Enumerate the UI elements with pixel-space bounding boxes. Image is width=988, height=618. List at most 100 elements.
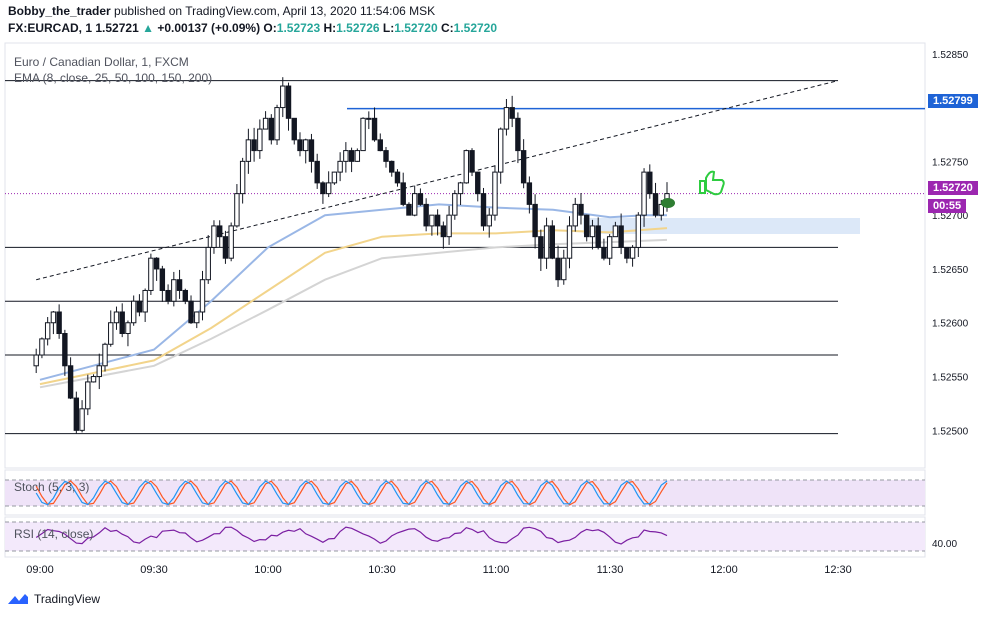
candle-body xyxy=(543,225,550,259)
x-tick-label: 10:30 xyxy=(368,564,396,576)
candle-body xyxy=(320,182,326,195)
candle-body xyxy=(555,257,561,281)
candle-body xyxy=(274,107,280,141)
symbol: FX:EURCAD, 1 xyxy=(8,21,93,35)
candle-body xyxy=(503,107,510,130)
candle-body xyxy=(142,289,148,313)
y-tick-label: 1.52550 xyxy=(932,373,969,384)
y-tick-label: 1.52500 xyxy=(932,426,969,437)
candle-body xyxy=(589,225,596,238)
candle-body xyxy=(572,203,578,227)
ema-legend[interactable]: EMA (8, close, 25, 50, 100, 150, 200) xyxy=(14,71,213,85)
marker-icon xyxy=(661,198,675,208)
y-tick-label: 1.52750 xyxy=(932,157,969,168)
author-name[interactable]: Bobby_the_trader xyxy=(8,4,111,18)
candle-body xyxy=(647,171,653,195)
x-tick-label: 09:30 xyxy=(140,564,168,576)
candle-body xyxy=(360,117,366,152)
candle-body xyxy=(601,246,607,259)
candle-body xyxy=(624,246,630,259)
candle-body xyxy=(285,85,292,119)
candle-body xyxy=(194,311,200,324)
candle-body xyxy=(268,117,275,141)
candle-body xyxy=(73,397,80,431)
stoch-band xyxy=(5,480,925,506)
candle-body xyxy=(423,203,429,227)
candle-body xyxy=(389,160,395,173)
high-label: H: xyxy=(323,21,337,35)
stoch-legend[interactable]: Stoch (5, 3, 3) xyxy=(14,480,90,494)
candle-body xyxy=(411,193,418,216)
candle-body xyxy=(148,257,154,291)
candle-body xyxy=(343,150,349,162)
candle-body xyxy=(383,150,389,162)
up-arrow-icon: ▲ xyxy=(142,21,154,35)
candle-body xyxy=(102,343,108,367)
candle-body xyxy=(136,300,143,313)
candle-body xyxy=(652,193,659,216)
candle-body xyxy=(79,408,85,431)
current-price-tag: 1.52720 xyxy=(928,181,978,195)
candle-body xyxy=(33,354,39,367)
candle-body xyxy=(245,139,252,162)
close-label: C: xyxy=(440,21,454,35)
candle-body xyxy=(515,117,521,152)
candle-body xyxy=(125,322,131,335)
candle-body xyxy=(337,160,343,173)
candle-body xyxy=(39,338,45,356)
candle-body xyxy=(354,150,361,162)
chart-frame: 40.00 xyxy=(4,42,957,558)
stoch-d-line xyxy=(35,480,668,506)
candle-body xyxy=(549,225,556,259)
candle-body xyxy=(50,311,57,324)
candle-body xyxy=(303,139,309,152)
rsi-legend[interactable]: RSI (14, close) xyxy=(14,527,94,541)
trend-line[interactable] xyxy=(36,80,839,281)
thumbs-up-icon xyxy=(699,170,725,196)
candle-body xyxy=(429,214,435,227)
candle-body xyxy=(400,182,406,205)
candle-body xyxy=(291,117,297,141)
candle-body xyxy=(457,182,464,195)
tradingview-logo-icon[interactable] xyxy=(6,591,30,607)
pair-legend[interactable]: Euro / Canadian Dollar, 1, FXCM xyxy=(14,55,189,69)
candle-body xyxy=(119,311,125,335)
candle-body xyxy=(366,117,372,120)
candle-body xyxy=(56,311,62,335)
candle-body xyxy=(62,333,68,367)
candle-body xyxy=(434,214,441,227)
chart-header: Bobby_the_trader published on TradingVie… xyxy=(8,3,497,37)
candle-body xyxy=(532,203,538,238)
candle-body xyxy=(538,236,544,259)
candle-body xyxy=(165,289,171,302)
candle-body xyxy=(475,171,481,195)
candle-body xyxy=(90,376,97,383)
candle-body xyxy=(578,203,584,216)
candle-body xyxy=(96,365,102,378)
candle-body xyxy=(171,279,177,302)
candle-body xyxy=(463,150,469,184)
candle-body xyxy=(280,85,286,109)
tradingview-brand[interactable]: TradingView xyxy=(34,592,101,606)
candle-body xyxy=(217,225,223,238)
candle-body xyxy=(130,300,137,324)
y-tick-label: 1.52700 xyxy=(932,211,969,222)
y-tick-label: 1.52650 xyxy=(932,265,969,276)
candle-body xyxy=(440,225,447,238)
y-tick-label: 1.52600 xyxy=(932,319,969,330)
candle-body xyxy=(371,117,378,141)
candle-body xyxy=(67,365,74,399)
x-tick-label: 12:00 xyxy=(710,564,738,576)
candle-body xyxy=(417,193,424,205)
low-value: 1.52720 xyxy=(394,21,438,35)
candle-body xyxy=(257,128,263,152)
candle-body xyxy=(658,203,664,216)
rsi-line xyxy=(35,526,668,545)
candle-body xyxy=(497,128,504,173)
high-value: 1.52726 xyxy=(336,21,380,35)
candle-body xyxy=(205,246,211,281)
candle-body xyxy=(584,214,590,238)
candle-body xyxy=(561,257,567,281)
ohlc-line: FX:EURCAD, 1 1.52721 ▲ +0.00137 (+0.09%)… xyxy=(8,20,497,37)
